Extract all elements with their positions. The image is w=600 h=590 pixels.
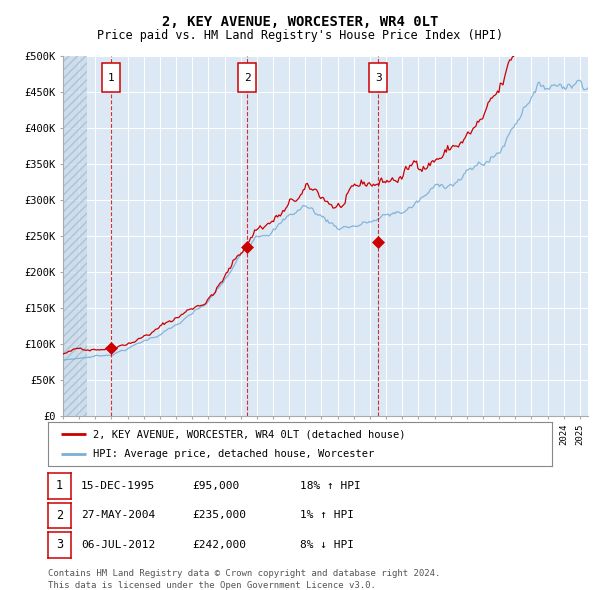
Text: 1: 1 xyxy=(56,479,63,493)
FancyBboxPatch shape xyxy=(102,63,119,92)
Text: Contains HM Land Registry data © Crown copyright and database right 2024.: Contains HM Land Registry data © Crown c… xyxy=(48,569,440,578)
Text: 27-MAY-2004: 27-MAY-2004 xyxy=(81,510,155,520)
Text: 2: 2 xyxy=(244,73,251,83)
Text: £95,000: £95,000 xyxy=(192,481,239,491)
Text: 2, KEY AVENUE, WORCESTER, WR4 0LT: 2, KEY AVENUE, WORCESTER, WR4 0LT xyxy=(162,15,438,29)
Text: 8% ↓ HPI: 8% ↓ HPI xyxy=(300,540,354,550)
FancyBboxPatch shape xyxy=(238,63,256,92)
Text: 06-JUL-2012: 06-JUL-2012 xyxy=(81,540,155,550)
Text: 3: 3 xyxy=(375,73,382,83)
FancyBboxPatch shape xyxy=(369,63,387,92)
Text: 15-DEC-1995: 15-DEC-1995 xyxy=(81,481,155,491)
Text: Price paid vs. HM Land Registry's House Price Index (HPI): Price paid vs. HM Land Registry's House … xyxy=(97,30,503,42)
Text: £235,000: £235,000 xyxy=(192,510,246,520)
Text: £242,000: £242,000 xyxy=(192,540,246,550)
Text: 1: 1 xyxy=(107,73,114,83)
Text: HPI: Average price, detached house, Worcester: HPI: Average price, detached house, Worc… xyxy=(94,449,374,458)
Text: This data is licensed under the Open Government Licence v3.0.: This data is licensed under the Open Gov… xyxy=(48,581,376,590)
Bar xyxy=(63,56,87,416)
Text: 3: 3 xyxy=(56,538,63,552)
Text: 18% ↑ HPI: 18% ↑ HPI xyxy=(300,481,361,491)
Text: 1% ↑ HPI: 1% ↑ HPI xyxy=(300,510,354,520)
Text: 2, KEY AVENUE, WORCESTER, WR4 0LT (detached house): 2, KEY AVENUE, WORCESTER, WR4 0LT (detac… xyxy=(94,430,406,439)
Text: 2: 2 xyxy=(56,509,63,522)
